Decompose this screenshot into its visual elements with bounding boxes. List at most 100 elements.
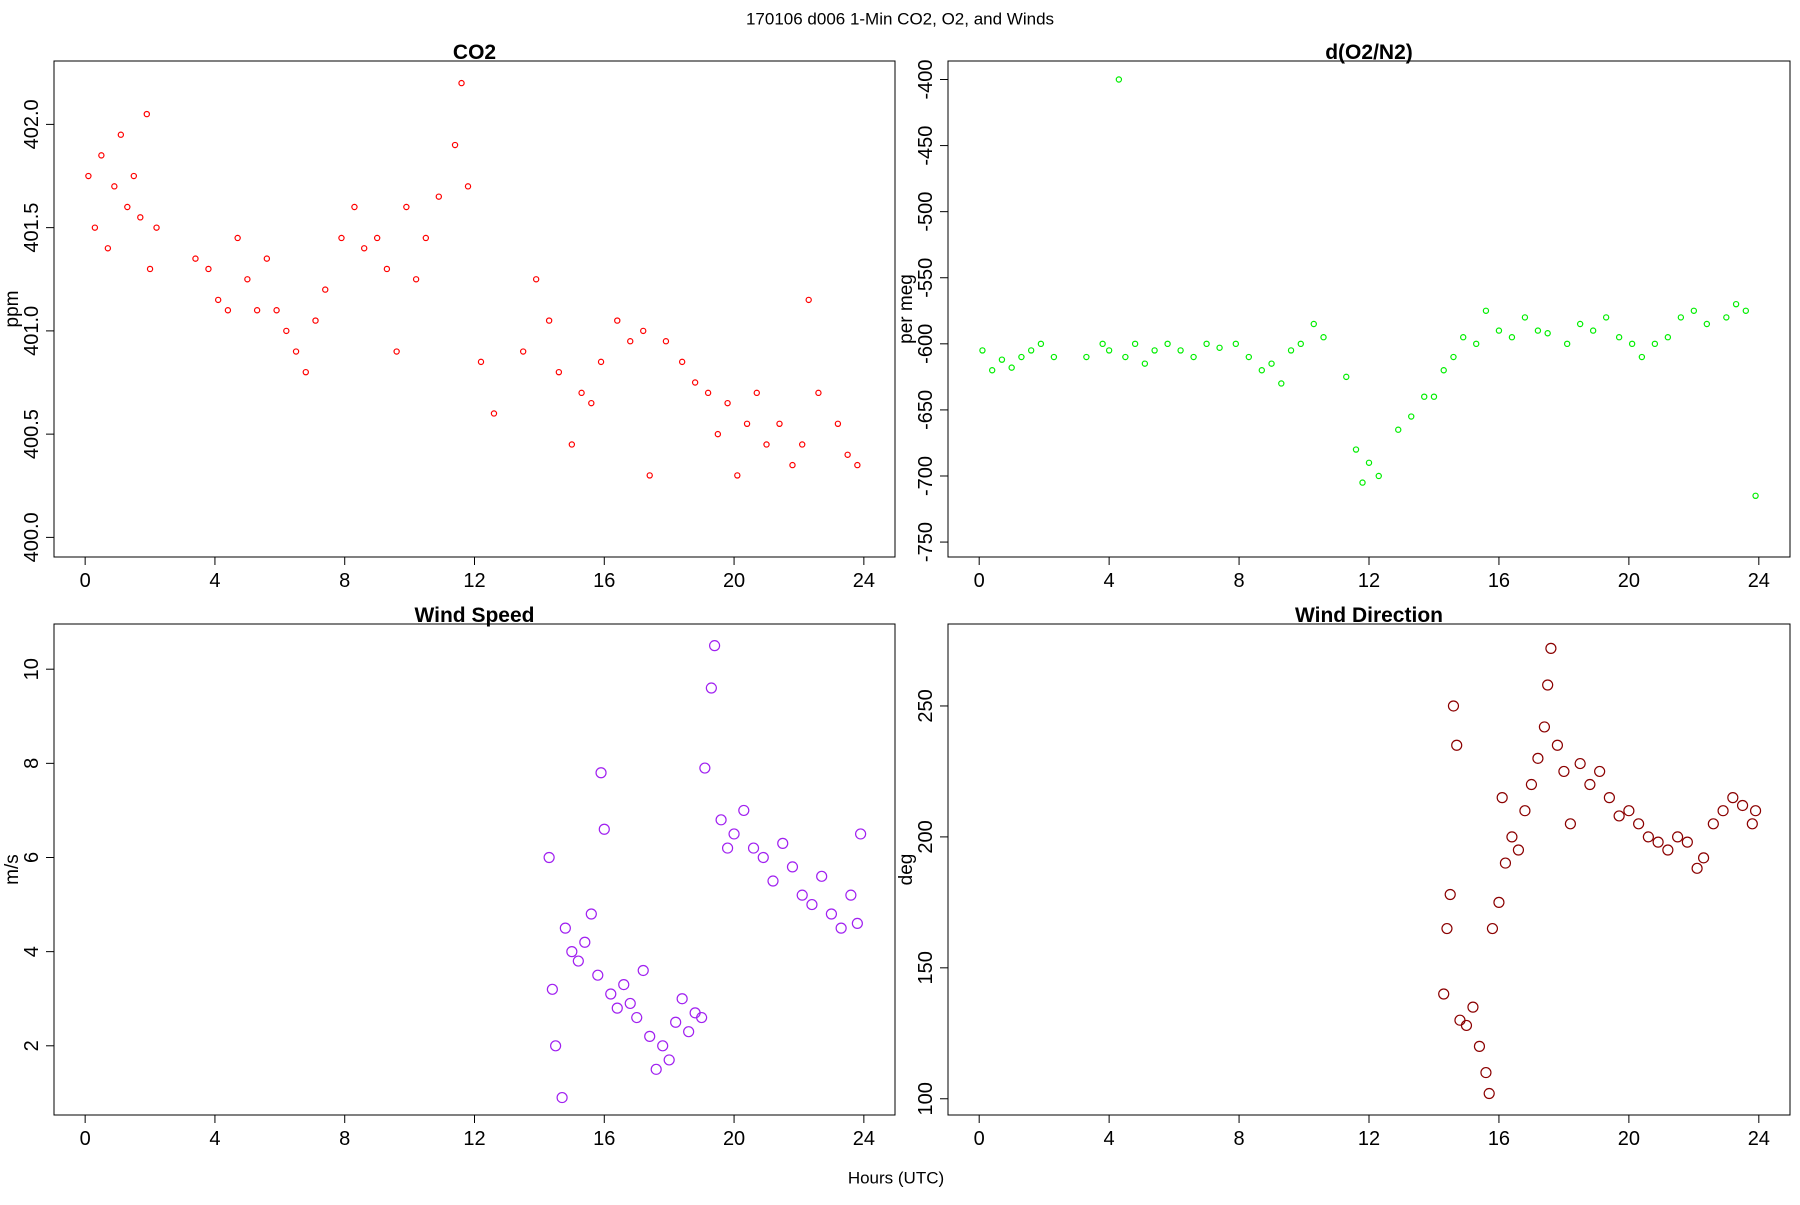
data-point — [1451, 739, 1463, 751]
data-point — [1532, 752, 1544, 764]
data-point — [1018, 353, 1025, 361]
plot-frame — [53, 60, 896, 558]
data-point — [815, 389, 822, 397]
data-point — [1493, 896, 1505, 908]
data-point — [663, 1054, 675, 1066]
data-point — [662, 338, 670, 345]
data-point — [1482, 307, 1490, 314]
data-point — [360, 245, 368, 252]
x-tick-label: 16 — [1488, 1128, 1510, 1150]
data-point — [579, 936, 591, 948]
data-point — [1576, 320, 1584, 328]
x-tick-label: 8 — [339, 570, 350, 592]
x-tick-label: 20 — [723, 1128, 745, 1150]
data-point — [1662, 844, 1674, 856]
data-point — [1551, 739, 1564, 751]
y-tick-label: -650 — [915, 390, 937, 430]
data-point — [705, 682, 717, 694]
data-point — [143, 110, 150, 118]
data-point — [263, 255, 271, 262]
data-point — [383, 265, 391, 273]
data-point — [1642, 831, 1654, 843]
data-point — [1723, 314, 1730, 321]
data-point — [490, 410, 498, 417]
data-point — [1623, 805, 1635, 817]
x-tick-label: 0 — [974, 570, 985, 592]
data-point — [747, 842, 760, 854]
y-tick-label: 10 — [21, 658, 43, 680]
data-point — [338, 234, 345, 242]
panel-title: CO2 — [453, 41, 496, 64]
panel-title: Wind Direction — [1295, 604, 1443, 627]
data-point — [1521, 314, 1529, 321]
data-point — [545, 317, 553, 324]
data-point — [1697, 852, 1710, 864]
x-tick-label: 4 — [209, 570, 220, 592]
data-point — [1421, 393, 1428, 400]
data-point — [1496, 792, 1508, 804]
chart-title: 170106 d006 1-Min CO2, O2, and Winds — [746, 9, 1054, 28]
data-point — [559, 922, 571, 934]
x-tick-label: 20 — [723, 570, 745, 592]
data-point — [214, 296, 222, 304]
data-point — [998, 356, 1006, 363]
data-point — [699, 762, 711, 774]
x-tick-label: 0 — [80, 570, 91, 592]
y-tick-label: -750 — [915, 522, 937, 562]
data-point — [592, 969, 604, 981]
x-axis-label: Hours (UTC) — [848, 1168, 944, 1187]
x-tick-label: 20 — [1618, 570, 1640, 592]
data-point — [137, 214, 144, 221]
data-point — [816, 870, 828, 882]
x-tick-label: 0 — [80, 1128, 91, 1150]
data-point — [676, 993, 688, 1005]
data-point — [464, 183, 472, 190]
data-point — [1633, 818, 1645, 830]
x-tick-label: 12 — [1358, 1128, 1380, 1150]
data-point — [1545, 642, 1557, 654]
data-point — [556, 1091, 568, 1104]
y-tick-label: -400 — [915, 59, 937, 99]
data-point — [451, 141, 459, 149]
data-point — [988, 367, 996, 374]
data-point — [786, 861, 799, 873]
data-point — [130, 172, 138, 180]
data-point — [1268, 360, 1275, 367]
data-point — [734, 472, 741, 479]
data-point — [373, 234, 381, 242]
data-point — [1736, 799, 1749, 812]
data-point — [292, 348, 300, 355]
data-point — [1343, 373, 1350, 381]
data-point — [1395, 426, 1402, 433]
data-point — [1742, 307, 1750, 314]
x-tick-label: 24 — [1748, 570, 1770, 592]
data-point — [825, 908, 838, 920]
data-point — [835, 922, 847, 934]
x-tick-label: 24 — [853, 1128, 875, 1150]
x-tick-label: 0 — [974, 1128, 985, 1150]
data-point — [104, 245, 112, 252]
data-point — [98, 152, 105, 159]
y-tick-label: 402.0 — [21, 99, 43, 149]
data-point — [1677, 314, 1685, 321]
data-point — [1008, 364, 1015, 371]
y-axis-label: deg — [896, 854, 917, 886]
data-point — [704, 389, 712, 397]
data-point — [1544, 330, 1551, 337]
data-point — [799, 441, 806, 448]
y-tick-label: 6 — [21, 852, 43, 863]
data-point — [1115, 76, 1123, 83]
data-point — [1480, 1066, 1492, 1079]
data-point — [605, 988, 617, 1000]
y-tick-label: 200 — [915, 820, 937, 853]
data-point — [585, 908, 597, 920]
data-point — [1574, 757, 1586, 770]
y-tick-label: 401.5 — [21, 203, 43, 253]
data-point — [631, 1011, 643, 1024]
data-point — [1615, 334, 1623, 341]
data-point — [273, 307, 280, 314]
data-point — [532, 276, 540, 283]
y-tick-label: -550 — [915, 258, 937, 298]
data-point — [572, 955, 584, 967]
data-point — [1359, 479, 1366, 486]
